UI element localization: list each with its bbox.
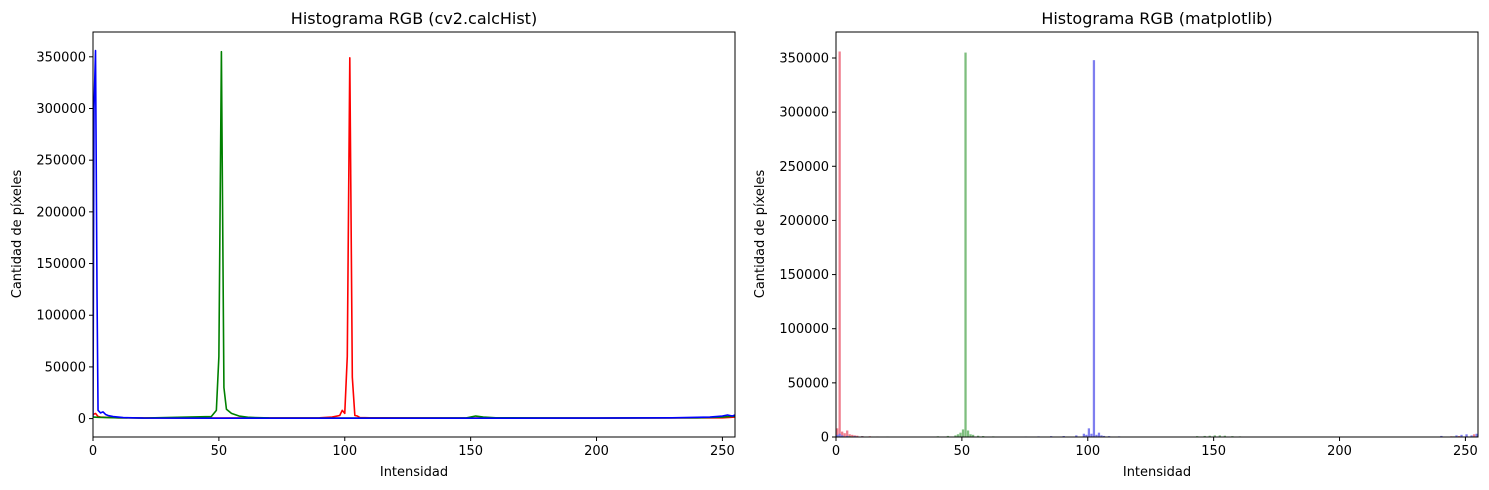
x-tick-label: 0 — [832, 444, 840, 459]
plot-area-background — [836, 32, 1478, 437]
histogram-bar-2 — [1102, 435, 1106, 437]
histogram-bar-0 — [856, 435, 859, 437]
y-tick-label: 100000 — [779, 322, 829, 337]
x-tick-label: 100 — [332, 444, 357, 459]
histogram-bar-2 — [846, 435, 849, 437]
chart-matplotlib: 0 50 100 150 200 250 0 50000 100000 150000 200000… — [753, 9, 1479, 480]
histogram-bar-1 — [1213, 435, 1216, 437]
histogram-bar-1 — [959, 432, 962, 437]
histogram-bar-2 — [1470, 435, 1473, 437]
histogram-bar-2 — [838, 433, 841, 437]
histogram-bar-2 — [1465, 434, 1468, 437]
histogram-bar-1 — [966, 430, 970, 437]
plot-frame — [92, 31, 736, 438]
histogram-bar-2 — [1087, 428, 1091, 437]
histogram-bar-2 — [1475, 433, 1478, 437]
histogram-bar-1 — [961, 429, 965, 437]
histogram-bar-2 — [1097, 432, 1101, 437]
histogram-bar-1 — [969, 434, 972, 437]
series-group — [93, 49, 735, 419]
histogram-bar-1 — [956, 434, 960, 437]
y-tick-label: 50000 — [45, 360, 86, 375]
histogram-bar-2 — [1440, 435, 1443, 437]
histogram-bar-1 — [954, 435, 957, 437]
histogram-bar-1 — [1223, 435, 1226, 437]
series-line-2 — [93, 49, 735, 419]
histogram-bar-2 — [1455, 435, 1458, 437]
histogram-bar-2 — [1090, 433, 1093, 437]
y-ticks: 0 50000 100000 150000 200000 250000 300000 3500… — [779, 51, 836, 446]
histogram-bar-1 — [971, 434, 975, 437]
histogram-bar-2 — [1100, 435, 1103, 437]
histogram-bar-1 — [1218, 435, 1221, 437]
x-axis-label: Intensidad — [380, 465, 448, 480]
x-tick-label: 0 — [89, 444, 97, 459]
histogram-bar-2 — [1460, 434, 1463, 437]
y-tick-label: 250000 — [36, 154, 86, 169]
histogram-bar-0 — [851, 434, 854, 437]
histogram-bar-2 — [1075, 435, 1078, 437]
x-ticks: 0 50 100 150 200 250 — [832, 437, 1478, 459]
histogram-bar-2 — [1085, 434, 1088, 437]
x-tick-label: 150 — [458, 444, 483, 459]
x-tick-label: 50 — [211, 444, 228, 459]
histogram-bar-1 — [976, 435, 980, 437]
y-tick-label: 300000 — [36, 102, 86, 117]
y-tick-label: 0 — [821, 431, 829, 446]
x-tick-label: 50 — [954, 444, 971, 459]
histogram-bar-0 — [1472, 434, 1476, 437]
histogram-bar-1 — [946, 435, 950, 437]
plot-area-background — [93, 32, 735, 437]
chart-cv2-calchist: 0 50 100 150 200 250 0 50000 100000 150000 200000… — [10, 9, 736, 480]
histogram-bar-0 — [836, 428, 839, 437]
y-tick-label: 250000 — [779, 160, 829, 175]
y-tick-label: 100000 — [36, 309, 86, 324]
y-tick-label: 200000 — [36, 205, 86, 220]
y-tick-label: 350000 — [779, 51, 829, 66]
x-ticks: 0 50 100 150 200 250 — [89, 437, 735, 459]
histogram-bar-1 — [1203, 435, 1206, 437]
histogram-bar-2 — [1092, 60, 1096, 437]
x-tick-label: 150 — [1201, 444, 1226, 459]
x-tick-label: 200 — [1327, 444, 1352, 459]
histogram-bar-0 — [843, 433, 846, 437]
y-tick-label: 150000 — [36, 257, 86, 272]
y-ticks: 0 50000 100000 150000 200000 250000 300000 3500… — [36, 50, 93, 427]
histogram-bar-1 — [1208, 435, 1211, 437]
x-tick-label: 100 — [1075, 444, 1100, 459]
y-tick-label: 150000 — [779, 268, 829, 283]
x-tick-label: 200 — [584, 444, 609, 459]
histogram-bar-2 — [1082, 433, 1085, 437]
y-tick-label: 300000 — [779, 106, 829, 121]
histogram-bar-0 — [846, 430, 849, 437]
chart-title: Histograma RGB (matplotlib) — [1041, 9, 1272, 28]
y-tick-label: 0 — [78, 412, 86, 427]
y-tick-label: 200000 — [779, 214, 829, 229]
y-axis-label: Cantidad de píxeles — [10, 170, 25, 299]
histogram-bar-2 — [1095, 434, 1098, 437]
histogram-bar-2 — [841, 435, 844, 437]
histogram-bar-0 — [848, 434, 851, 437]
y-tick-label: 350000 — [36, 50, 86, 65]
histogram-bar-0 — [838, 51, 841, 437]
y-tick-label: 50000 — [788, 376, 829, 391]
y-axis-label: Cantidad de píxeles — [753, 170, 768, 299]
x-tick-label: 250 — [1453, 444, 1478, 459]
chart-title: Histograma RGB (cv2.calcHist) — [291, 9, 537, 28]
plot-frame — [835, 31, 1479, 438]
histogram-bar-0 — [841, 431, 844, 437]
x-axis-label: Intensidad — [1123, 465, 1191, 480]
x-tick-label: 250 — [710, 444, 735, 459]
histogram-bar-1 — [964, 52, 967, 437]
histogram-bar-2 — [836, 434, 839, 437]
